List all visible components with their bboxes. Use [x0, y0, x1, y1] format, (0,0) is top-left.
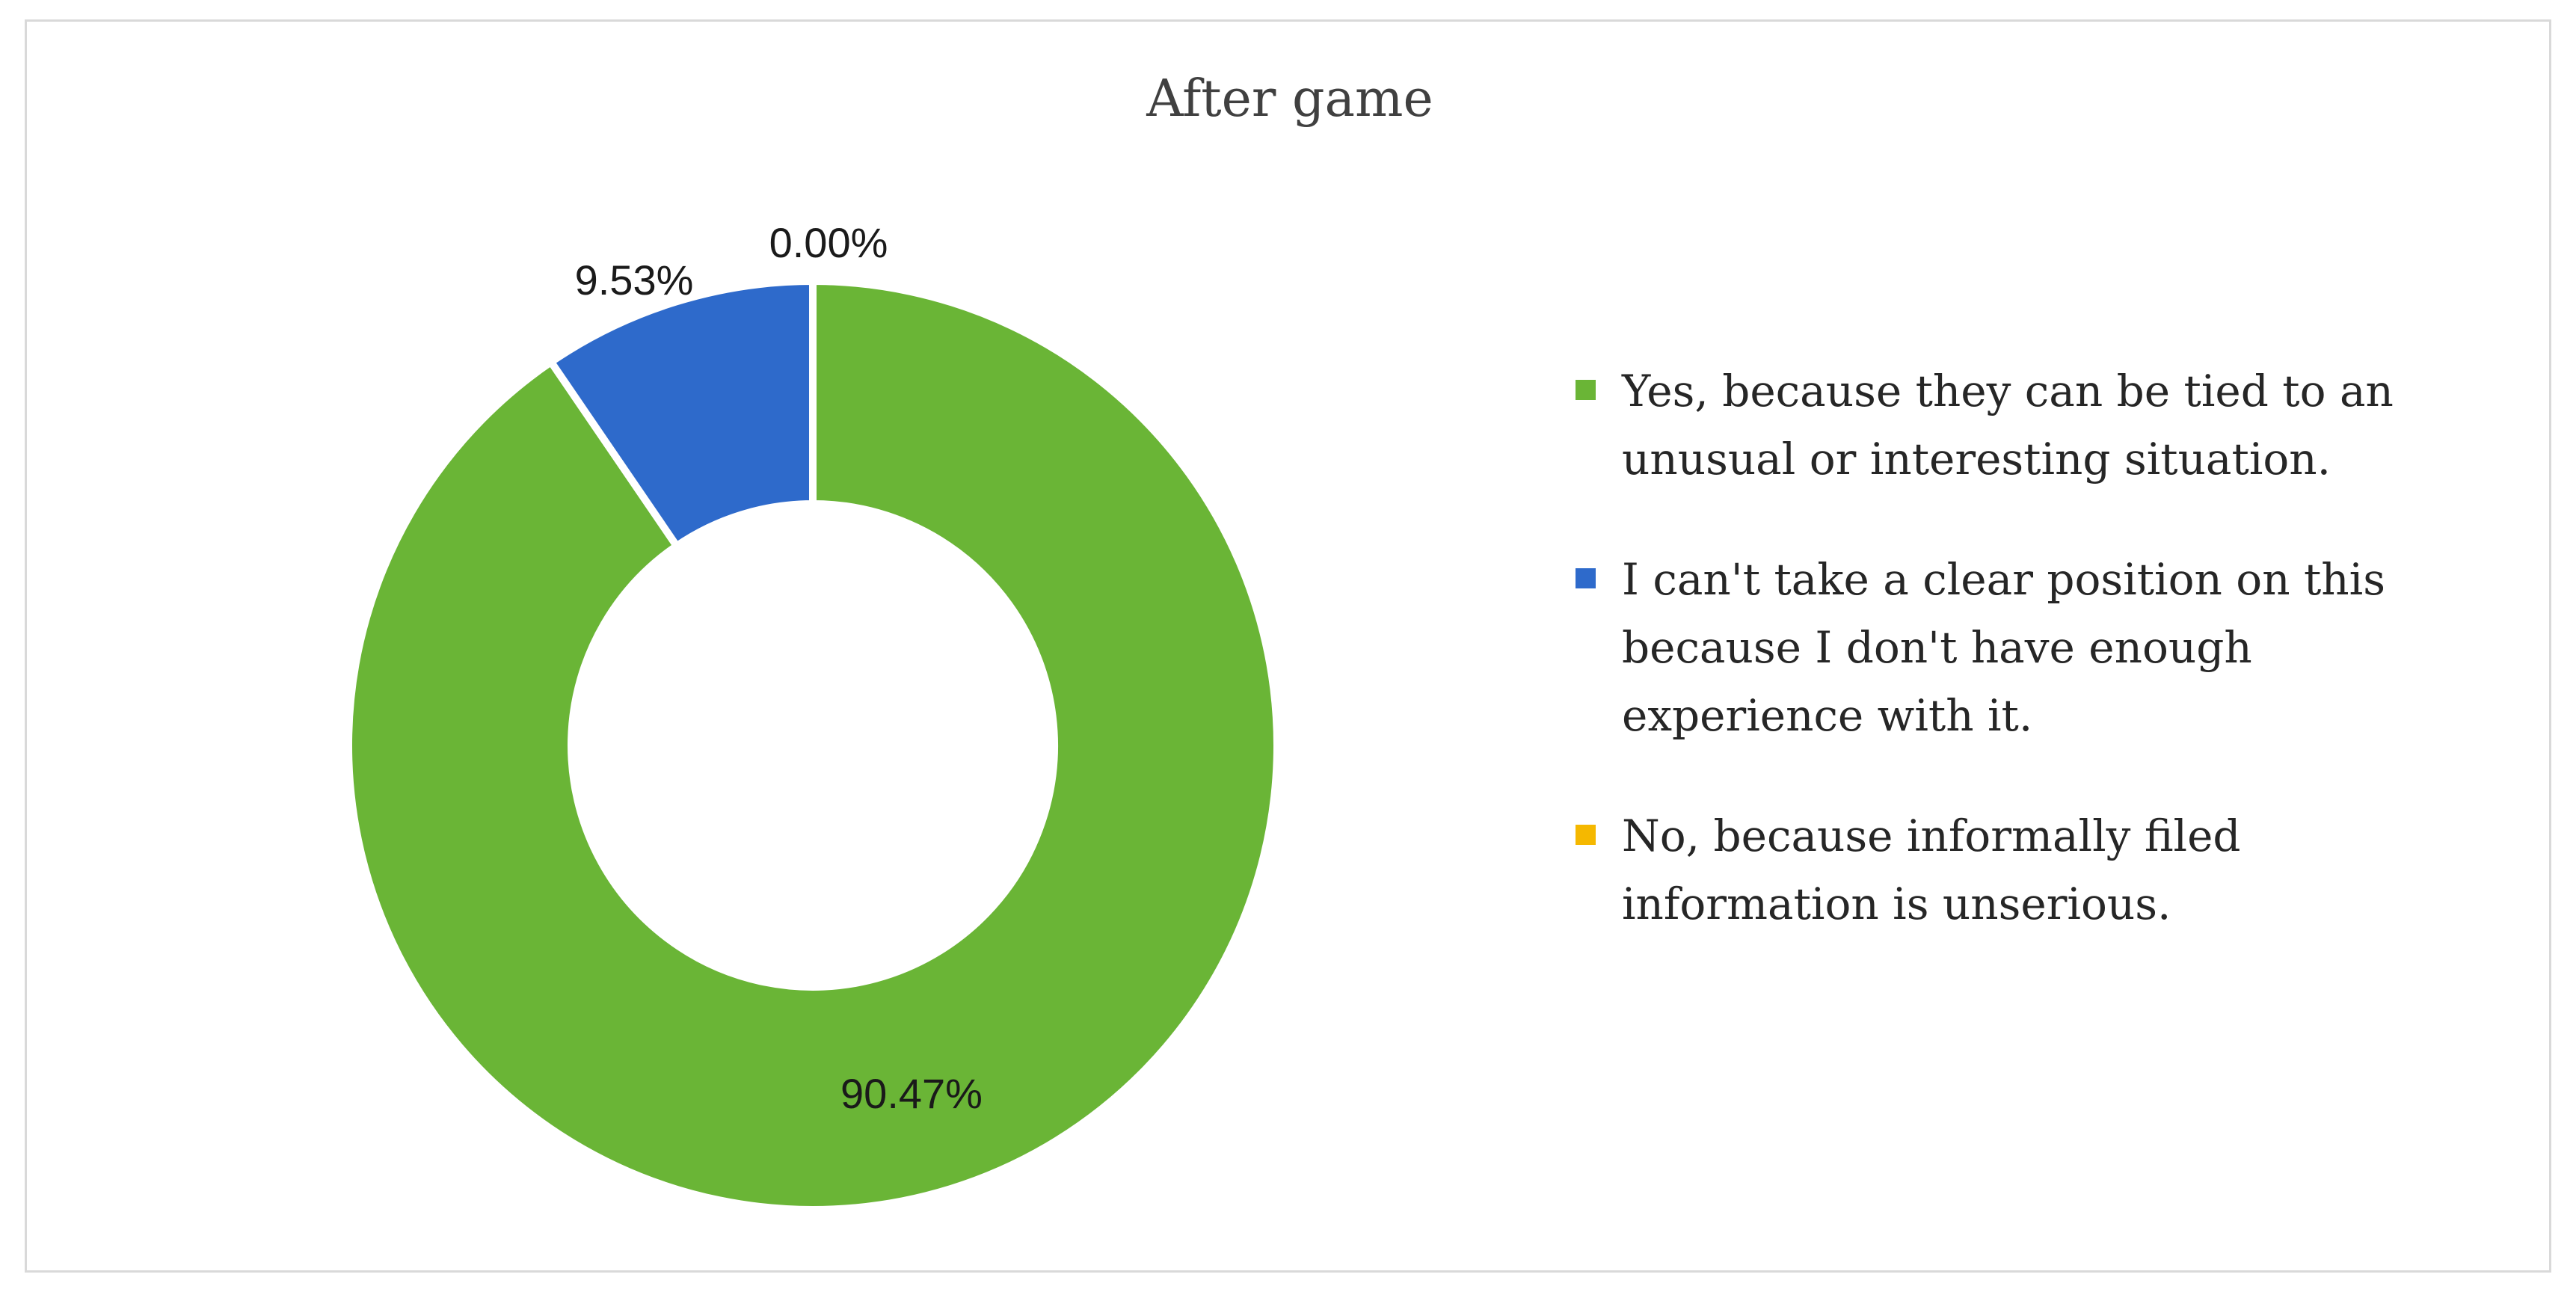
legend-item-cant-take-position: I can't take a clear position on this be… — [1576, 546, 2443, 750]
data-label-cant-take-position: 9.53% — [575, 256, 694, 304]
slice-yes — [345, 277, 1281, 1213]
legend-swatch-no — [1576, 825, 1596, 845]
data-label-yes: 90.47% — [840, 1070, 983, 1117]
legend-label-cant-take-position: I can't take a clear position on this be… — [1622, 554, 2385, 741]
slice-cant-take-position — [546, 277, 817, 552]
legend: Yes, because they can be tied to an unus… — [1576, 357, 2443, 991]
chart-title: After game — [1146, 70, 1433, 129]
legend-swatch-cant-take-position — [1576, 568, 1596, 588]
data-label-layer: 90.47% 9.53% 0.00% — [575, 219, 983, 1117]
legend-item-no: No, because informally filed information… — [1576, 802, 2443, 938]
data-label-no: 0.00% — [769, 219, 888, 266]
legend-swatch-yes — [1576, 380, 1596, 400]
legend-item-yes: Yes, because they can be tied to an unus… — [1576, 357, 2443, 493]
legend-label-yes: Yes, because they can be tied to an unus… — [1622, 366, 2394, 485]
legend-label-no: No, because informally filed information… — [1622, 810, 2241, 929]
slice-layer — [345, 277, 1281, 1213]
